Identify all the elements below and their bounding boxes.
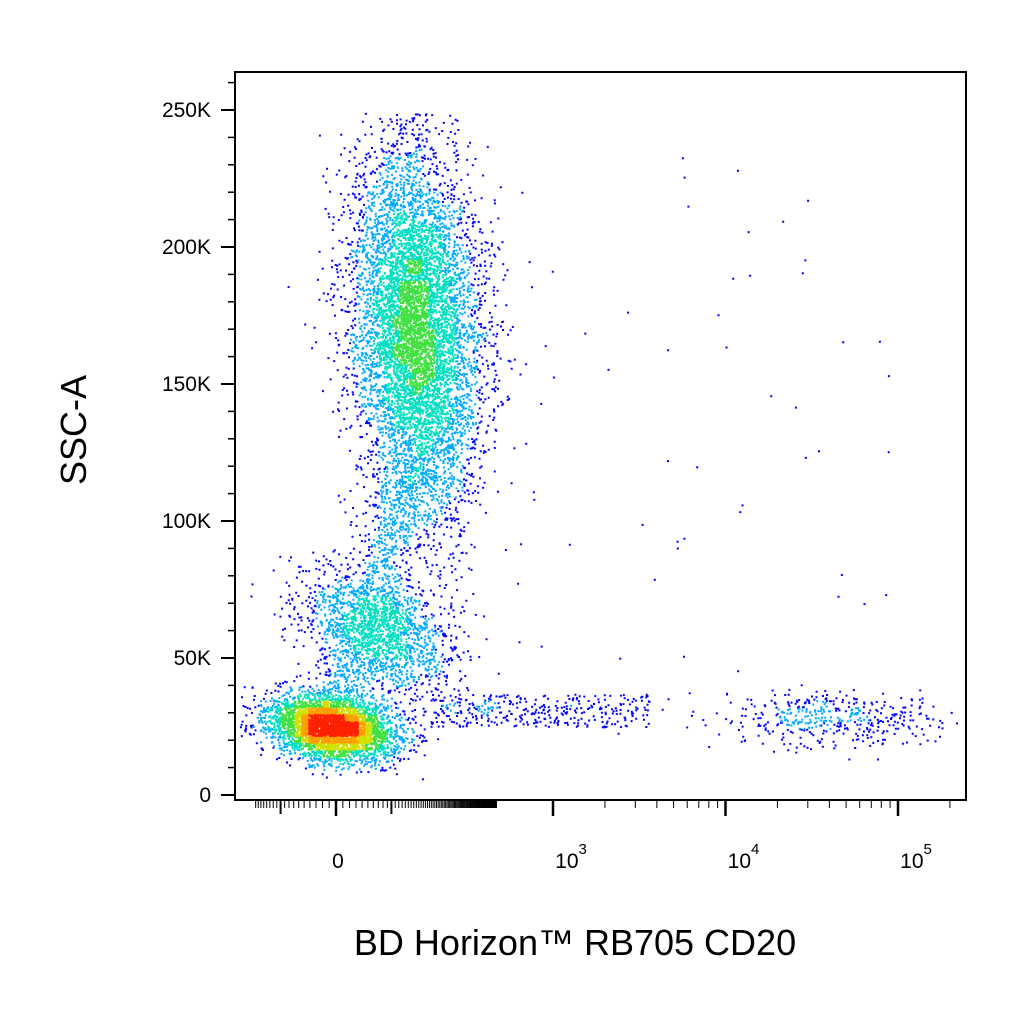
x-axis-label: BD Horizon™ RB705 CD20 [354, 922, 796, 963]
density-layer-5 [301, 707, 366, 744]
y-tick-label: 150K [162, 373, 211, 396]
density-layer-2 [266, 210, 457, 766]
y-axis: 0 50K 100K 150K 200K 250K [162, 81, 235, 807]
x-tick-label: 104 [728, 841, 760, 873]
data-points [239, 112, 958, 781]
x-tick-label: 105 [900, 841, 932, 873]
density-layer-4 [294, 700, 373, 751]
y-tick-label: 200K [162, 236, 211, 259]
y-axis-label: SSC-A [53, 375, 94, 485]
x-axis: 0 103 104 105 [255, 800, 951, 873]
density-layer-6 [308, 714, 359, 737]
density-layer-3 [280, 259, 436, 758]
y-tick-label: 100K [162, 510, 211, 533]
y-tick-label: 250K [162, 99, 211, 122]
y-tick-label: 50K [174, 647, 211, 670]
x-tick-label: 0 [332, 850, 344, 873]
density-layer-1 [252, 148, 870, 772]
y-tick-label: 0 [199, 784, 211, 807]
x-tick-label: 103 [555, 841, 587, 873]
plot-frame [234, 71, 967, 801]
